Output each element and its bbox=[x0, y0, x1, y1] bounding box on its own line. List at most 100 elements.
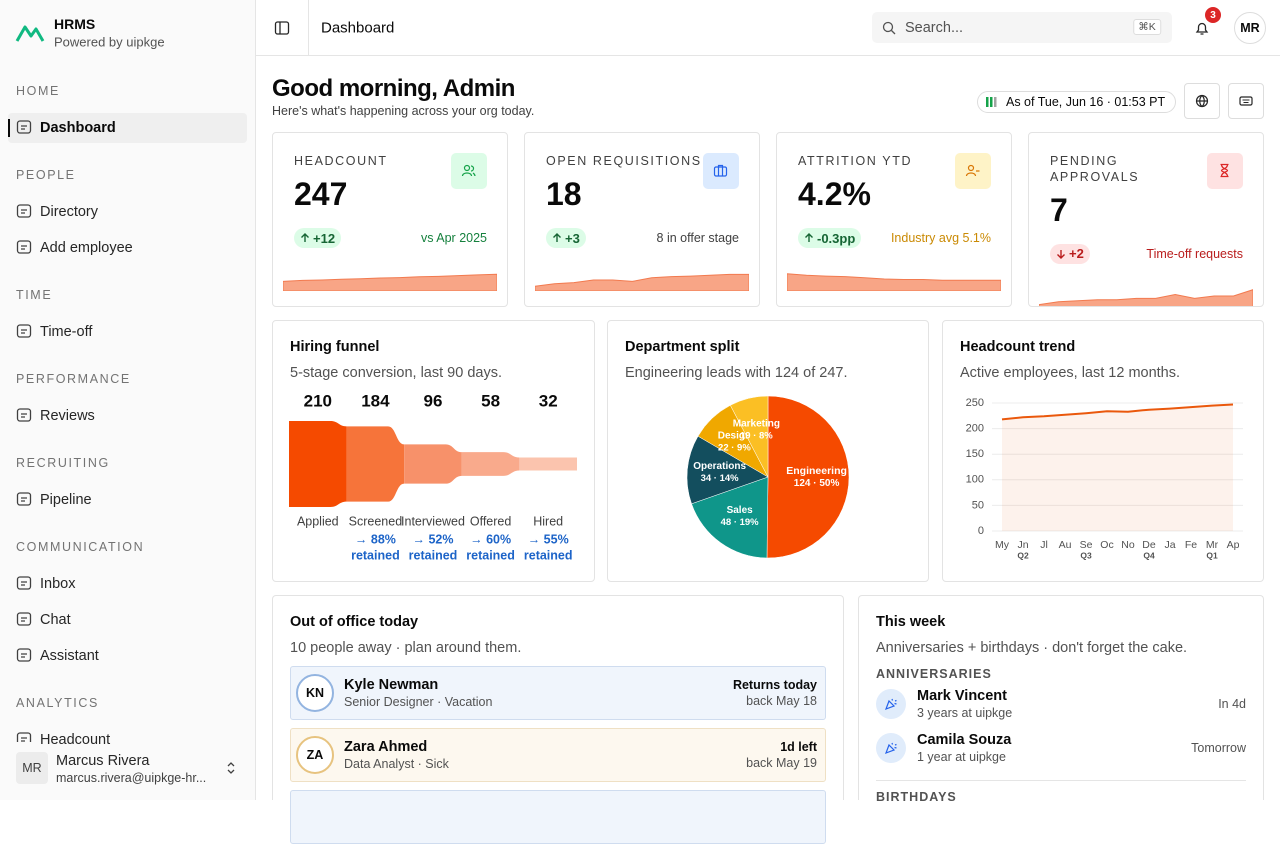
greeting-subtitle: Here's what's happening across your org … bbox=[272, 104, 535, 118]
brand: HRMS bbox=[54, 16, 96, 32]
globe-icon bbox=[1195, 94, 1209, 108]
headcount-trend-card: Headcount trend Active employees, last 12… bbox=[942, 320, 1264, 582]
user-footer[interactable]: MR Marcus Rivera marcus.rivera@uipkge-hr..… bbox=[0, 742, 255, 800]
kpi-note: 8 in offer stage bbox=[656, 231, 739, 245]
nav-icon bbox=[16, 576, 32, 590]
kpi-value: 247 bbox=[294, 176, 348, 212]
nav-item[interactable]: Reviews bbox=[40, 408, 95, 424]
card-subtitle: Anniversaries + birthdays · don't forget… bbox=[876, 640, 1188, 656]
search-icon bbox=[882, 21, 896, 35]
nav-icon bbox=[16, 492, 32, 506]
kpi-icon bbox=[703, 153, 739, 189]
nav-icon bbox=[16, 240, 32, 254]
anniversary-icon bbox=[876, 733, 906, 763]
nav-item[interactable]: Dashboard bbox=[40, 120, 116, 136]
kpi-note: Industry avg 5.1% bbox=[890, 231, 991, 245]
card-subtitle: 5-stage conversion, last 90 days. bbox=[290, 365, 502, 381]
anniversary-icon bbox=[876, 689, 906, 719]
section-title: RECRUITING bbox=[16, 456, 110, 470]
person-detail: Senior Designer · Vacation bbox=[344, 695, 493, 709]
out-of-office-card: Out of office today 10 people away · plan… bbox=[272, 595, 844, 844]
nav-item[interactable]: Directory bbox=[40, 204, 99, 220]
card-title: Hiring funnel bbox=[290, 339, 380, 355]
sidebar-toggle bbox=[274, 21, 290, 35]
anniversary-row: Camila Souza 1 year at uipkge Tomorrow bbox=[876, 726, 1246, 770]
nav-item[interactable]: Time-off bbox=[40, 324, 93, 340]
keyboard-button[interactable] bbox=[1228, 83, 1264, 119]
kpi-note: vs Apr 2025 bbox=[420, 231, 487, 245]
live-bars bbox=[986, 97, 997, 107]
person-return: Returns today back May 18 bbox=[733, 677, 817, 709]
kpi-delta: -0.3pp bbox=[798, 228, 862, 248]
kpi-row: -0.3pp Industry avg 5.1% bbox=[798, 227, 991, 249]
section-title: HOME bbox=[16, 84, 60, 98]
funnel-card: Hiring funnel 5-stage conversion, last 90… bbox=[272, 320, 595, 582]
globe-button[interactable] bbox=[1184, 83, 1220, 119]
sparkline bbox=[535, 273, 749, 291]
kpi-note: Time-off requests bbox=[1146, 246, 1243, 261]
nav-icon bbox=[16, 204, 32, 218]
kpi-value: 4.2% bbox=[798, 176, 871, 212]
anniversary-name: Camila Souza bbox=[917, 732, 1012, 748]
sparkline-area bbox=[535, 273, 749, 291]
kpi-card: PENDING APPROVALS 7 +2 Time-off requests bbox=[1028, 132, 1264, 307]
active-bg bbox=[8, 113, 247, 143]
kpi-row: +3 8 in offer stage bbox=[546, 227, 739, 249]
section-title: ANALYTICS bbox=[16, 696, 99, 710]
ooo-row[interactable]: KN Kyle Newman Senior Designer · Vacation R… bbox=[290, 666, 826, 720]
return-date: back May 19 bbox=[746, 756, 817, 770]
anniversary-name: Mark Vincent bbox=[917, 688, 1007, 704]
kpi-delta-text: +12 bbox=[313, 230, 336, 246]
ooo-row[interactable] bbox=[290, 790, 826, 844]
sparkline-area bbox=[283, 273, 497, 291]
return-status: Returns today bbox=[732, 678, 817, 692]
ooo-row[interactable]: ZA Zara Ahmed Data Analyst · Sick 1d left ba… bbox=[290, 728, 826, 782]
person-detail: Data Analyst · Sick bbox=[344, 757, 449, 771]
kpi-icon bbox=[955, 153, 991, 189]
sidebar: HRMS Powered by uipkge HOME Dashboard PEOPLE… bbox=[0, 0, 256, 800]
person-return: 1d left back May 19 bbox=[746, 739, 817, 771]
nav-icon bbox=[16, 612, 32, 626]
page-title: Dashboard bbox=[321, 19, 395, 37]
kpi-delta: +2 bbox=[1050, 243, 1090, 264]
card-title: This week bbox=[876, 614, 946, 630]
kpi-delta: +12 bbox=[294, 228, 342, 248]
party-icon bbox=[884, 742, 897, 755]
search-placeholder: Search... bbox=[905, 20, 964, 36]
greeting: Good morning, Admin bbox=[272, 75, 515, 102]
card-subtitle: Active employees, last 12 months. bbox=[960, 365, 1181, 381]
sparkline bbox=[283, 273, 497, 291]
nav-item[interactable]: Chat bbox=[40, 612, 71, 628]
person-avatar: KN bbox=[296, 674, 334, 712]
kpi-value: 7 bbox=[1050, 192, 1068, 228]
kpi-label: OPEN REQUISITIONS bbox=[546, 154, 702, 168]
keyboard-icon bbox=[1239, 96, 1253, 106]
party-icon bbox=[884, 698, 897, 711]
nav-item[interactable]: Inbox bbox=[40, 576, 76, 592]
topbar-divider bbox=[308, 0, 309, 55]
section-heading: ANNIVERSARIES bbox=[876, 667, 992, 681]
kpi-glyph bbox=[713, 164, 728, 177]
kpi-glyph bbox=[461, 164, 476, 177]
card-title: Department split bbox=[625, 339, 740, 355]
nav-item[interactable]: Assistant bbox=[40, 648, 99, 664]
user-name: Marcus Rivera bbox=[56, 753, 150, 769]
nav-item[interactable]: Headcount bbox=[40, 732, 111, 748]
search-box[interactable] bbox=[872, 12, 1172, 43]
section-heading: BIRTHDAYS bbox=[876, 790, 957, 804]
tagline: Powered by uipkge bbox=[54, 34, 165, 50]
notification-badge[interactable]: 3 bbox=[1205, 7, 1221, 23]
nav-item[interactable]: Add employee bbox=[40, 240, 133, 256]
kpi-icon bbox=[1207, 153, 1243, 189]
avatar[interactable]: MR bbox=[1234, 12, 1266, 44]
nav-icon bbox=[16, 408, 32, 422]
kpi-label: ATTRITION YTD bbox=[798, 154, 913, 168]
as-of-pill bbox=[977, 91, 1176, 113]
kpi-value: 18 bbox=[546, 176, 582, 212]
sparkline-area bbox=[787, 273, 1001, 291]
user-email: marcus.rivera@uipkge-hr... bbox=[56, 771, 207, 785]
sparkline bbox=[1039, 288, 1253, 306]
shortcut: ⌘K bbox=[1133, 19, 1161, 35]
nav-item[interactable]: Pipeline bbox=[40, 492, 92, 508]
